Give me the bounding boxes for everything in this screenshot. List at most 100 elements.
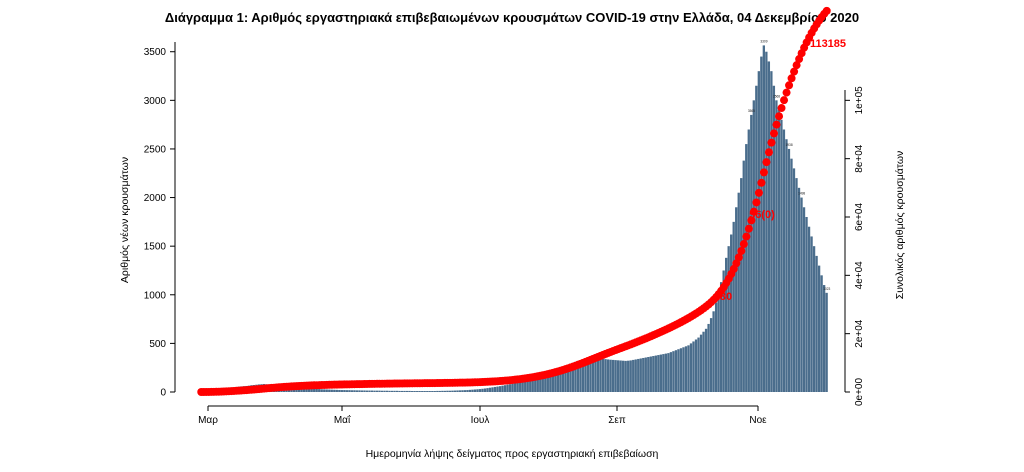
bar — [511, 383, 514, 392]
bar — [516, 382, 519, 392]
bar — [569, 363, 572, 392]
bar — [624, 360, 627, 392]
line-point — [785, 81, 794, 90]
bar — [802, 207, 806, 392]
bar — [725, 257, 728, 392]
y-axis-left: 0 500 1000 1500 2000 2500 3000 3500 — [144, 42, 176, 399]
bar — [365, 390, 369, 392]
bar — [330, 389, 333, 392]
bar — [320, 389, 323, 392]
bar — [657, 355, 660, 392]
bar — [441, 390, 444, 392]
bar — [536, 376, 539, 392]
bar — [737, 192, 740, 392]
bar — [785, 139, 788, 392]
bar — [554, 369, 557, 392]
line-point — [757, 178, 766, 187]
bar — [408, 390, 411, 392]
y-right-tick-label: 6e+04 — [854, 203, 865, 232]
x-axis: Μαρ Μαΐ Ιουλ Σεπ Νοε — [198, 405, 767, 426]
bar — [436, 390, 439, 392]
bar — [757, 71, 760, 393]
bar — [787, 148, 791, 392]
bar — [815, 255, 818, 392]
bar — [697, 337, 700, 392]
y-axis-left-title: Αριθμός νέων κρουσμάτων — [119, 157, 131, 283]
bar — [674, 350, 678, 392]
bar-value-label: 3565 — [748, 109, 755, 113]
x-tick-label: Μαρ — [198, 415, 218, 426]
y-left-tick-label: 1500 — [144, 242, 167, 253]
x-tick-label: Σεπ — [608, 415, 626, 426]
bar — [338, 389, 341, 392]
line-point — [749, 207, 758, 216]
bar — [491, 387, 494, 392]
bar — [634, 359, 637, 392]
line-point — [775, 112, 784, 121]
bar — [614, 360, 617, 392]
bar — [825, 292, 828, 392]
bar — [664, 353, 668, 392]
bar — [604, 359, 607, 392]
bar — [325, 389, 328, 392]
bar — [310, 388, 313, 392]
bar — [792, 168, 796, 392]
bar — [461, 390, 464, 392]
bar — [421, 391, 424, 392]
bar-labels: 3565 3309 2568 1938 1498 1023 — [748, 39, 831, 290]
line-point — [782, 88, 791, 97]
annotation-label: 280 — [714, 291, 732, 303]
bar — [433, 391, 436, 392]
bar — [498, 386, 502, 392]
bar — [601, 358, 605, 392]
line-point — [752, 198, 761, 207]
bar — [730, 234, 733, 392]
line-point — [822, 6, 831, 15]
bar — [503, 385, 507, 392]
bar — [606, 359, 610, 392]
bar — [466, 390, 469, 392]
bar — [496, 386, 499, 392]
y-left-tick-label: 2000 — [144, 193, 167, 204]
bar — [775, 100, 778, 392]
bar — [777, 110, 781, 393]
bar — [591, 357, 595, 392]
bar — [662, 354, 665, 392]
bar — [353, 390, 356, 392]
bar — [416, 391, 419, 392]
bar — [810, 236, 813, 392]
bar — [315, 388, 318, 392]
bar — [375, 390, 379, 392]
y-right-tick-label: 2e+04 — [854, 319, 865, 348]
bar — [521, 381, 524, 392]
bar — [395, 390, 399, 392]
bar — [478, 389, 482, 392]
bar — [413, 391, 416, 392]
bar — [355, 390, 359, 392]
bar — [566, 364, 570, 392]
line-point — [739, 240, 748, 249]
bar — [418, 391, 421, 392]
bar — [448, 390, 451, 392]
bar — [599, 358, 602, 392]
line-point — [742, 232, 751, 241]
bar — [629, 360, 632, 392]
bar — [644, 357, 647, 392]
x-tick-label: Ιουλ — [471, 415, 490, 426]
bar — [388, 390, 391, 392]
line-point — [772, 120, 781, 129]
bar — [534, 377, 537, 392]
bar — [812, 246, 816, 392]
bar — [385, 390, 389, 392]
bar — [549, 371, 552, 392]
bar — [348, 390, 351, 392]
bar — [345, 390, 349, 392]
y-left-tick-label: 3000 — [144, 96, 167, 107]
bar — [654, 355, 657, 392]
bar — [649, 356, 652, 392]
bar — [689, 343, 693, 392]
bar — [508, 384, 512, 392]
bar — [428, 391, 431, 392]
bar — [589, 358, 592, 392]
